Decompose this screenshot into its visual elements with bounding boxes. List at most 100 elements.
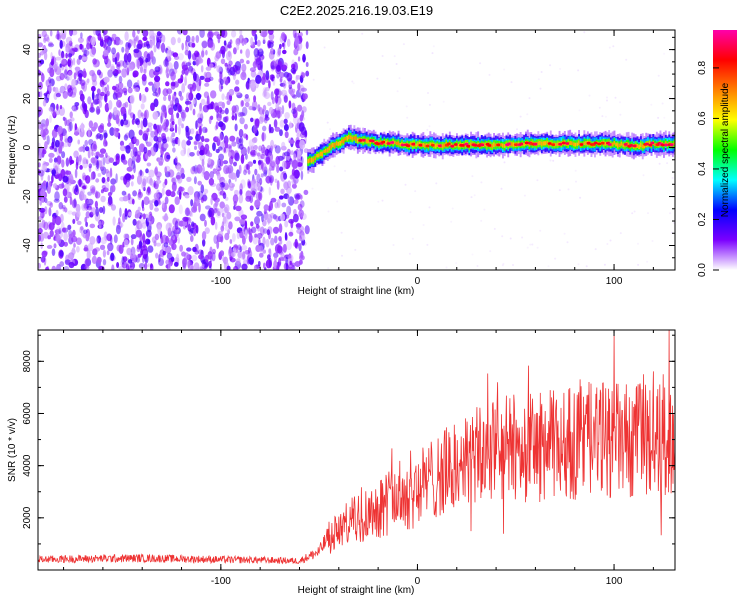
noise-cell <box>304 225 310 235</box>
noise-cell <box>221 212 225 218</box>
noise-cell <box>196 122 203 128</box>
noise-cell <box>268 175 275 184</box>
noise-cell <box>213 31 220 36</box>
noise-cell <box>142 117 148 128</box>
noise-cell <box>204 128 208 133</box>
noise-cell <box>96 256 102 264</box>
noise-cell <box>288 218 295 224</box>
noise-cell <box>74 123 78 131</box>
signal-cell <box>539 140 541 145</box>
noise-cell <box>549 159 552 162</box>
noise-cell <box>124 31 129 41</box>
noise-cell <box>179 244 184 252</box>
noise-cell <box>300 170 304 181</box>
noise-cell <box>90 157 96 164</box>
noise-cell <box>56 103 59 111</box>
noise-cell <box>168 222 173 228</box>
noise-cell <box>136 43 143 50</box>
noise-cell <box>39 90 43 99</box>
noise-cell <box>181 139 187 150</box>
noise-cell <box>103 95 107 102</box>
noise-cell <box>277 198 281 209</box>
noise-cell <box>218 207 225 213</box>
noise-cell <box>480 181 483 184</box>
noise-cell <box>91 143 98 152</box>
noise-cell <box>89 48 96 57</box>
noise-cell <box>250 150 257 158</box>
signal-cell <box>624 144 626 148</box>
noise-cell <box>291 183 297 189</box>
signal-cell <box>470 142 472 146</box>
noise-cell <box>224 204 230 214</box>
noise-cell <box>270 74 275 82</box>
noise-cell <box>127 265 131 270</box>
noise-cell <box>392 244 395 246</box>
noise-cell <box>196 150 200 157</box>
noise-cell <box>672 192 674 195</box>
noise-cell <box>141 73 147 82</box>
noise-cell <box>512 264 514 266</box>
noise-cell <box>516 128 518 131</box>
x-tick-label: 100 <box>606 276 623 287</box>
noise-cell <box>220 58 226 65</box>
noise-cell <box>295 123 299 128</box>
noise-cell <box>53 183 58 189</box>
noise-cell <box>248 233 253 243</box>
noise-cell <box>293 199 299 205</box>
signal-cell <box>654 142 657 147</box>
noise-cell <box>253 265 257 270</box>
noise-cell <box>232 247 237 255</box>
noise-cell <box>56 226 62 232</box>
noise-cell <box>158 161 164 166</box>
noise-cell <box>74 168 78 179</box>
noise-cell <box>288 100 292 109</box>
signal-peak <box>418 143 423 147</box>
noise-cell <box>428 125 431 128</box>
noise-cell <box>96 235 102 244</box>
noise-cell <box>65 47 69 53</box>
signal-cell <box>325 148 327 153</box>
noise-cell <box>74 102 80 107</box>
noise-cell <box>297 82 301 91</box>
noise-cell <box>118 39 124 45</box>
noise-cell <box>276 164 280 174</box>
noise-cell <box>275 65 282 75</box>
noise-cell <box>579 196 582 199</box>
noise-cell <box>192 165 196 172</box>
noise-cell <box>108 157 115 163</box>
noise-cell <box>94 200 98 209</box>
noise-cell <box>164 165 171 173</box>
noise-cell <box>164 126 169 133</box>
noise-cell <box>650 103 653 106</box>
noise-cell <box>87 191 92 196</box>
noise-cell <box>657 116 660 119</box>
noise-cell <box>161 187 165 196</box>
noise-cell <box>209 63 214 68</box>
noise-cell <box>155 171 162 178</box>
noise-cell <box>46 36 50 43</box>
noise-cell <box>169 100 174 107</box>
noise-cell <box>253 136 258 144</box>
noise-cell <box>274 178 278 183</box>
signal-peak <box>519 142 524 146</box>
noise-cell <box>90 207 97 216</box>
noise-cell <box>173 104 178 112</box>
noise-cell <box>86 78 90 83</box>
signal-cell <box>429 142 432 146</box>
noise-cell <box>44 206 48 215</box>
noise-cell <box>183 147 187 155</box>
noise-cell <box>288 206 292 215</box>
noise-cell <box>118 75 123 84</box>
signal-cell <box>337 141 340 146</box>
signal-peak <box>513 143 519 147</box>
noise-cell <box>77 37 84 43</box>
noise-cell <box>107 69 113 78</box>
signal-cell <box>611 142 614 147</box>
noise-cell <box>80 32 83 39</box>
noise-cell <box>256 210 263 217</box>
noise-cell <box>193 71 197 82</box>
signal-cell <box>318 153 320 158</box>
signal-cell <box>397 141 400 146</box>
signal-cell <box>540 141 543 146</box>
noise-cell <box>203 71 207 80</box>
